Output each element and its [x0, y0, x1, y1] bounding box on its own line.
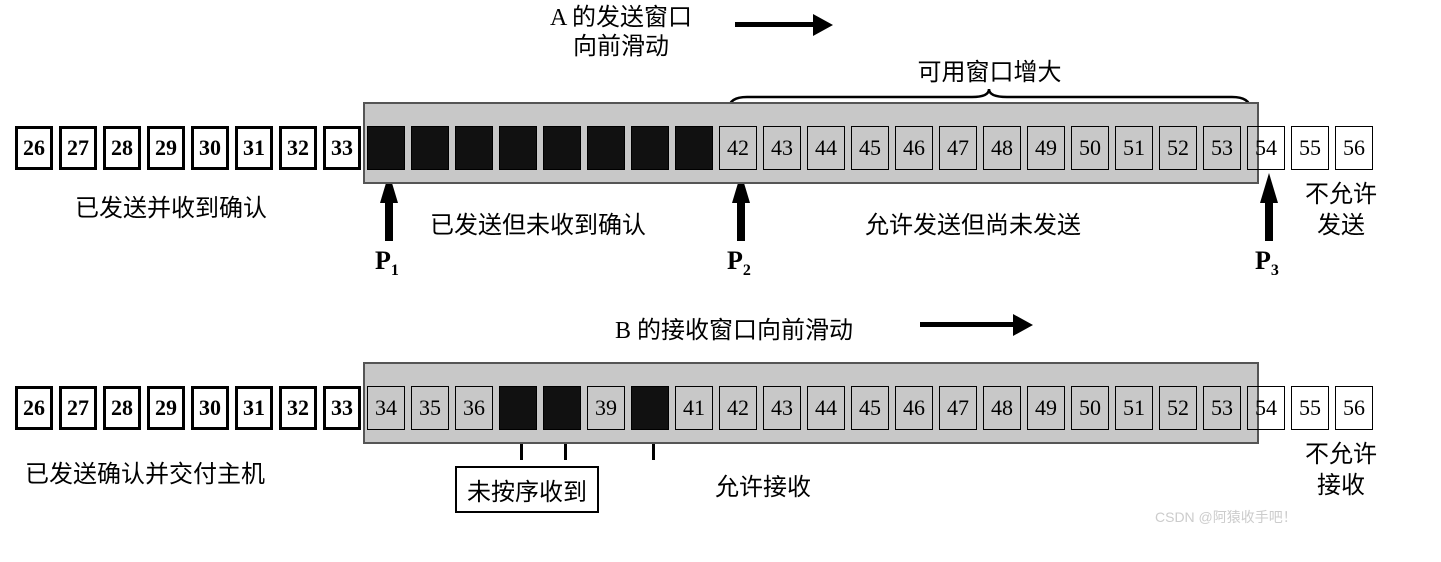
out-of-order-label: 未按序收到 [455, 466, 599, 513]
cell-51: 51 [1115, 386, 1153, 430]
cell-29: 29 [147, 386, 185, 430]
slide-arrow-icon [735, 22, 815, 27]
cell-35: 35 [411, 126, 449, 170]
text: 向前滑动 [573, 34, 669, 60]
cell-43: 43 [763, 386, 801, 430]
cell-49: 49 [1027, 386, 1065, 430]
cell-48: 48 [983, 386, 1021, 430]
cell-44: 44 [807, 386, 845, 430]
cell-56: 56 [1335, 386, 1373, 430]
cell-52: 52 [1159, 386, 1197, 430]
cell-39: 39 [587, 126, 625, 170]
cell-28: 28 [103, 126, 141, 170]
not-allowed-send-label: 不允许 发送 [1305, 180, 1377, 242]
text: A 的发送窗口 [550, 5, 692, 31]
cell-48: 48 [983, 126, 1021, 170]
cell-41: 41 [675, 126, 713, 170]
cell-43: 43 [763, 126, 801, 170]
cell-47: 47 [939, 386, 977, 430]
cell-38: 38 [543, 126, 581, 170]
recv-window-label: B 的接收窗口向前滑动 [615, 310, 853, 345]
cell-55: 55 [1291, 386, 1329, 430]
cell-42: 42 [719, 386, 757, 430]
cell-51: 51 [1115, 126, 1153, 170]
can-recv-label: 允许接收 [715, 467, 811, 502]
cell-26: 26 [15, 386, 53, 430]
cell-37: 37 [499, 126, 537, 170]
cell-40: 40 [631, 126, 669, 170]
cell-47: 47 [939, 126, 977, 170]
cell-31: 31 [235, 386, 273, 430]
recv-slide-arrow-icon [920, 322, 1015, 327]
p1-label: P1 [375, 246, 399, 280]
cell-26: 26 [15, 126, 53, 170]
mid-row: B 的接收窗口向前滑动 [15, 310, 1426, 352]
text: 可用窗口增大 [918, 60, 1062, 86]
cell-38: 38 [543, 386, 581, 430]
p2-label: P2 [727, 246, 751, 280]
sent-unacked-label: 已发送但未收到确认 [430, 205, 646, 240]
p3-label: P3 [1255, 246, 1279, 280]
cell-55: 55 [1291, 126, 1329, 170]
acked-label: 已发送并收到确认 [75, 188, 267, 223]
cell-41: 41 [675, 386, 713, 430]
not-allowed-recv-label: 不允许 接收 [1305, 440, 1377, 502]
cell-36: 36 [455, 126, 493, 170]
cell-50: 50 [1071, 386, 1109, 430]
delivered-label: 已发送确认并交付主机 [25, 454, 265, 489]
cell-50: 50 [1071, 126, 1109, 170]
p3-arrow-icon [1260, 173, 1278, 203]
cell-27: 27 [59, 126, 97, 170]
cell-45: 45 [851, 126, 889, 170]
sender-cells: 2627282930313233343536373839404142434445… [15, 118, 1379, 178]
sender-row: A 的发送窗口 向前滑动 可用窗口增大 26272829303132333435… [15, 10, 1426, 300]
cell-37: 37 [499, 386, 537, 430]
can-send-label: 允许发送但尚未发送 [865, 205, 1081, 240]
cell-36: 36 [455, 386, 493, 430]
cell-54: 54 [1247, 126, 1285, 170]
cell-33: 33 [323, 126, 361, 170]
cell-54: 54 [1247, 386, 1285, 430]
send-window-label: A 的发送窗口 向前滑动 [550, 4, 692, 62]
cell-56: 56 [1335, 126, 1373, 170]
cell-45: 45 [851, 386, 889, 430]
watermark-text: CSDN @阿猿收手吧！ [1155, 507, 1297, 527]
cell-52: 52 [1159, 126, 1197, 170]
receiver-row: 2627282930313233343536373839404142434445… [15, 362, 1426, 542]
cell-53: 53 [1203, 126, 1241, 170]
cell-32: 32 [279, 126, 317, 170]
cell-33: 33 [323, 386, 361, 430]
cell-30: 30 [191, 126, 229, 170]
cell-42: 42 [719, 126, 757, 170]
cell-34: 34 [367, 126, 405, 170]
cell-28: 28 [103, 386, 141, 430]
cell-34: 34 [367, 386, 405, 430]
cell-35: 35 [411, 386, 449, 430]
cell-31: 31 [235, 126, 273, 170]
cell-40: 40 [631, 386, 669, 430]
cell-44: 44 [807, 126, 845, 170]
cell-29: 29 [147, 126, 185, 170]
cell-27: 27 [59, 386, 97, 430]
cell-30: 30 [191, 386, 229, 430]
cell-49: 49 [1027, 126, 1065, 170]
cell-39: 39 [587, 386, 625, 430]
receiver-cells: 2627282930313233343536373839404142434445… [15, 378, 1379, 438]
cell-32: 32 [279, 386, 317, 430]
cell-53: 53 [1203, 386, 1241, 430]
cell-46: 46 [895, 126, 933, 170]
cell-46: 46 [895, 386, 933, 430]
